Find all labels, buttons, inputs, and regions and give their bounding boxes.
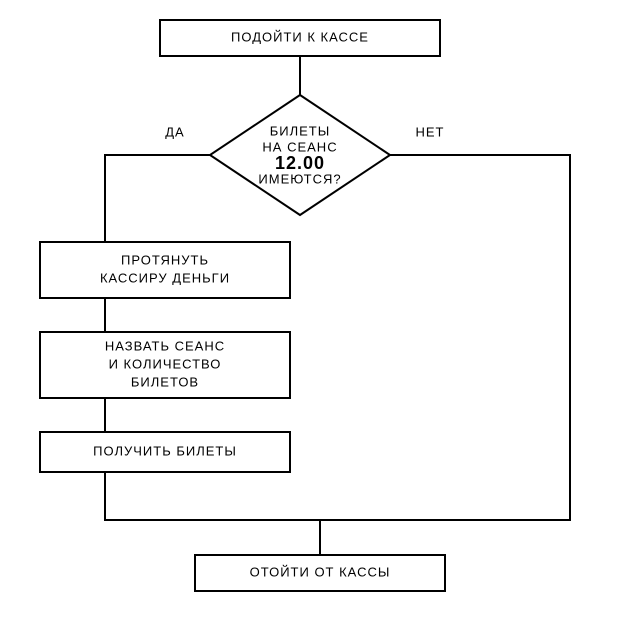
edge xyxy=(105,472,320,555)
flow-label-end-0: ОТОЙТИ ОТ КАССЫ xyxy=(250,564,391,579)
flow-label-action3-0: ПОЛУЧИТЬ БИЛЕТЫ xyxy=(93,443,237,458)
flow-label-action2-0: НАЗВАТЬ СЕАНС xyxy=(105,338,225,353)
flow-label-decision-0: БИЛЕТЫ xyxy=(270,123,331,138)
flow-label-action2-2: БИЛЕТОВ xyxy=(131,374,199,389)
branch-label-yes: ДА xyxy=(165,124,184,139)
branch-label-no: НЕТ xyxy=(416,124,445,139)
flow-label-action1-1: КАССИРУ ДЕНЬГИ xyxy=(100,270,230,285)
edge xyxy=(320,155,570,520)
flow-label-action2-1: И КОЛИЧЕСТВО xyxy=(109,356,222,371)
flow-label-decision-3: ИМЕЮТСЯ? xyxy=(258,171,341,186)
edge xyxy=(105,155,210,242)
flow-label-decision-2: 12.00 xyxy=(275,153,325,173)
flow-label-action1-0: ПРОТЯНУТЬ xyxy=(121,252,209,267)
flow-label-start-0: ПОДОЙТИ К КАССЕ xyxy=(231,29,369,44)
